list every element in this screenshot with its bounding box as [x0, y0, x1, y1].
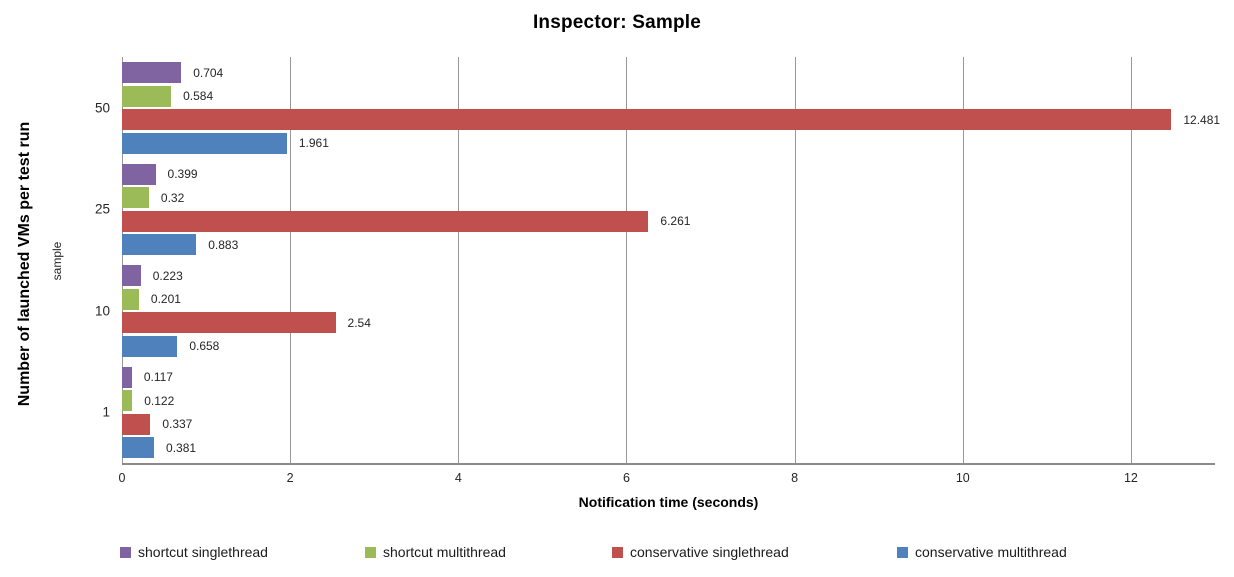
- y-axis-subtitle: sample: [50, 241, 64, 281]
- bar-row: 2.54: [122, 312, 1215, 333]
- bar-row: 0.883: [122, 234, 1215, 255]
- bar-conservative-singlethread-10: [122, 312, 336, 333]
- legend-swatch: [120, 546, 131, 558]
- bar-row: 0.584: [122, 85, 1215, 107]
- bar-value-label: 1.961: [298, 136, 329, 150]
- legend-item-conservative-multithread: conservative multithread: [897, 541, 1067, 563]
- bar-value-label: 0.584: [183, 89, 214, 103]
- bar-value-label: 2.54: [347, 315, 371, 330]
- bar-shortcut-singlethread-25: [122, 163, 156, 185]
- bar-row: 0.704: [122, 62, 1215, 83]
- bar-row: 12.481: [122, 109, 1220, 130]
- bar-shortcut-singlethread-10: [122, 265, 141, 286]
- bar-value-label: 6.261: [660, 214, 691, 228]
- bar-row: 0.223: [122, 265, 1215, 286]
- bar-conservative-singlethread-50: [122, 109, 1172, 130]
- legend: shortcut singlethread shortcut multithrea…: [0, 541, 1234, 563]
- gridline: [458, 57, 460, 463]
- y-category-label: 50: [94, 100, 110, 116]
- bar-shortcut-multithread-10: [122, 288, 139, 310]
- category-band-1: 0.117 0.122 0.337 0.381: [122, 362, 1215, 464]
- bar-conservative-multithread-25: [122, 234, 197, 255]
- category-band-10: 0.223 0.201 2.54 0.658: [122, 260, 1215, 362]
- bar-row: 1.961: [122, 132, 1215, 154]
- bar-value-label: 0.223: [152, 268, 183, 283]
- x-tick-label: 6: [622, 471, 630, 485]
- x-axis-title: Notification time (seconds): [578, 494, 759, 510]
- bar-row: 0.117: [122, 366, 1215, 388]
- x-tick-label: 4: [454, 471, 462, 485]
- bar-shortcut-singlethread-50: [122, 62, 182, 83]
- gridline: [794, 57, 796, 463]
- bar-value-label: 0.399: [167, 167, 198, 181]
- y-category-label: 10: [94, 303, 110, 319]
- bar-row: 0.32: [122, 187, 1215, 208]
- bar-row: 0.381: [122, 437, 1215, 458]
- legend-label: shortcut multithread: [383, 544, 506, 560]
- gridline: [122, 57, 123, 463]
- bar-value-label: 0.117: [143, 370, 173, 384]
- gridline: [962, 57, 964, 463]
- gridline: [1130, 57, 1132, 463]
- category-band-50: 0.704 0.584 12.481 1.961: [122, 57, 1220, 159]
- legend-item-shortcut-multithread: shortcut multithread: [365, 541, 506, 563]
- gridline: [626, 57, 628, 463]
- legend-swatch: [612, 546, 623, 558]
- bar-value-label: 0.883: [208, 237, 239, 252]
- bar-value-label: 12.481: [1183, 112, 1221, 127]
- x-tick-label: 10: [955, 471, 970, 485]
- bar-value-label: 0.32: [160, 190, 185, 205]
- bar-shortcut-multithread-50: [122, 85, 172, 107]
- gridline: [290, 57, 292, 463]
- bar-row: 0.337: [122, 413, 1215, 435]
- x-tick-label: 8: [791, 471, 799, 485]
- legend-item-shortcut-singlethread: shortcut singlethread: [120, 541, 268, 563]
- y-category-label: 1: [102, 404, 110, 420]
- bar-conservative-multithread-1: [122, 437, 155, 458]
- bar-value-label: 0.381: [166, 440, 197, 455]
- legend-label: shortcut singlethread: [138, 544, 268, 560]
- bar-row: 0.201: [122, 288, 1215, 310]
- bar-shortcut-singlethread-1: [122, 366, 132, 388]
- bar-conservative-singlethread-1: [122, 413, 151, 435]
- legend-label: conservative multithread: [915, 544, 1067, 560]
- bar-value-label: 0.337: [162, 417, 193, 431]
- bar-shortcut-multithread-1: [122, 390, 133, 411]
- legend-swatch: [365, 546, 376, 558]
- bar-row: 0.399: [122, 163, 1215, 185]
- legend-label: conservative singlethread: [630, 544, 789, 560]
- bar-shortcut-multithread-25: [122, 187, 149, 208]
- plot-area: 0.704 0.584 12.481 1.961 0.399 0.32 6.261 0.883…: [122, 57, 1220, 465]
- bar-conservative-multithread-50: [122, 132, 287, 154]
- y-axis-title: Number of launched VMs per test run: [16, 121, 33, 407]
- bar-row: 0.122: [122, 390, 1215, 411]
- bar-value-label: 0.201: [150, 292, 181, 306]
- category-band-25: 0.399 0.32 6.261 0.883: [122, 159, 1215, 261]
- bar-conservative-singlethread-25: [122, 210, 649, 232]
- y-category-label: 25: [94, 201, 110, 217]
- bar-value-label: 0.658: [189, 339, 220, 353]
- bar-row: 6.261: [122, 210, 1215, 232]
- bar-value-label: 0.122: [144, 393, 175, 408]
- bar-row: 0.658: [122, 335, 1215, 357]
- legend-swatch: [897, 546, 908, 558]
- x-tick-label: 12: [1123, 471, 1138, 485]
- legend-item-conservative-singlethread: conservative singlethread: [612, 541, 789, 563]
- chart-title: Inspector: Sample: [532, 12, 702, 33]
- bar-conservative-multithread-10: [122, 335, 178, 357]
- x-tick-label: 2: [286, 471, 294, 485]
- bar-value-label: 0.704: [193, 65, 224, 80]
- x-tick-label: 0: [118, 471, 126, 485]
